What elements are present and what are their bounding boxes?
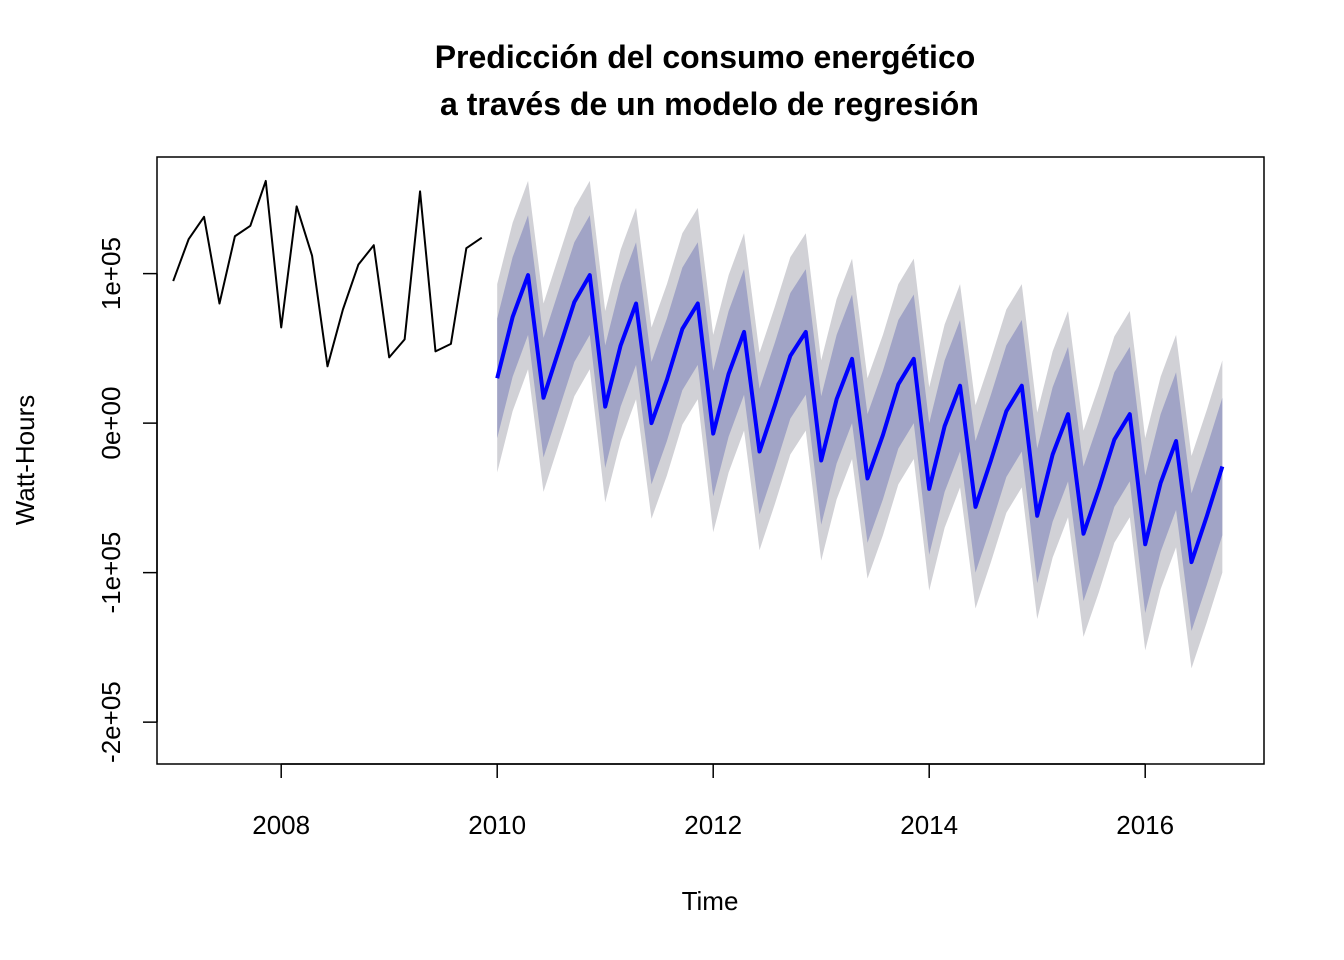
y-tick-label: 1e+05 xyxy=(96,237,126,310)
x-tick-label: 2012 xyxy=(684,810,742,840)
x-axis: 2008 2010 2012 2014 2016 xyxy=(252,763,1174,840)
y-tick-label: -1e+05 xyxy=(96,532,126,614)
y-tick-label: -2e+05 xyxy=(96,681,126,763)
y-axis: -2e+05 -1e+05 0e+00 1e+05 xyxy=(96,237,158,763)
x-tick-label: 2010 xyxy=(468,810,526,840)
x-tick-label: 2016 xyxy=(1116,810,1174,840)
history-line xyxy=(172,179,483,368)
x-tick-label: 2008 xyxy=(252,810,310,840)
chart-title-line2: a través de un modelo de regresión xyxy=(431,86,979,122)
x-axis-title: Time xyxy=(682,886,739,916)
y-tick-label: 0e+00 xyxy=(96,387,126,460)
x-tick-label: 2014 xyxy=(900,810,958,840)
y-axis-title: Watt-Hours xyxy=(10,395,40,526)
series-lines xyxy=(172,179,1225,565)
forecast-line xyxy=(495,273,1225,565)
chart-title-line1: Predicción del consumo energético xyxy=(435,39,976,75)
